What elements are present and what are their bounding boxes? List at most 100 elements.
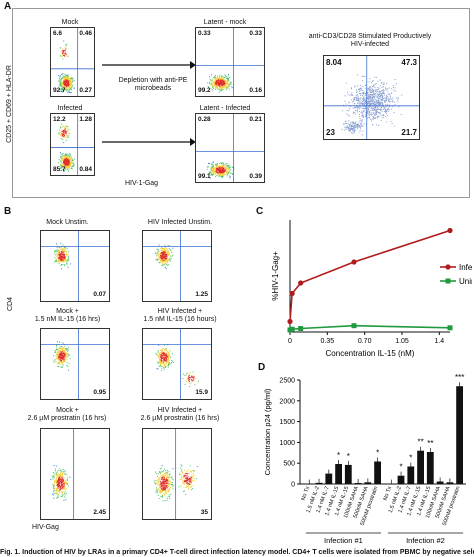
facs-event xyxy=(172,482,173,483)
facs-event xyxy=(384,102,386,103)
facs-event xyxy=(70,157,72,159)
facs-event xyxy=(161,257,163,259)
mock-label: Mock xyxy=(61,19,79,26)
facs-event xyxy=(360,97,362,99)
facs-event xyxy=(66,254,68,256)
facs-event xyxy=(62,481,64,483)
facs-event xyxy=(157,351,159,353)
facs-event xyxy=(63,483,65,485)
facs-event xyxy=(166,356,168,358)
facs-event xyxy=(165,363,167,365)
facs-event xyxy=(163,257,165,259)
facs-event xyxy=(374,87,376,89)
gated-percentage: 1.25 xyxy=(195,291,208,298)
facs-event xyxy=(62,157,64,159)
facs-event xyxy=(158,249,160,251)
facs-event xyxy=(66,80,68,82)
facs-event xyxy=(219,174,221,176)
facs-event xyxy=(189,472,191,474)
facs-event xyxy=(154,483,156,485)
facs-event xyxy=(63,356,65,358)
facs-event xyxy=(56,474,58,476)
facs-event xyxy=(64,350,66,352)
facs-event xyxy=(216,167,218,169)
facs-event xyxy=(57,475,59,477)
facs-event xyxy=(63,355,65,357)
facs-event xyxy=(375,117,377,118)
facs-event xyxy=(226,86,228,88)
facs-event xyxy=(386,109,388,111)
facs-event xyxy=(62,48,64,50)
facs-event xyxy=(219,172,221,174)
facs-event xyxy=(67,76,69,78)
facs-event xyxy=(164,359,166,361)
facs-event xyxy=(59,478,61,480)
facs-event xyxy=(56,260,57,262)
facs-event xyxy=(60,470,62,472)
facs-event xyxy=(158,480,160,481)
facs-event xyxy=(218,175,220,177)
facs-event xyxy=(381,82,383,84)
facs-event xyxy=(382,106,384,108)
facs-event xyxy=(62,485,64,487)
facs-event xyxy=(353,130,355,132)
facs-event xyxy=(220,89,221,91)
facs-event xyxy=(166,480,168,481)
facs-event xyxy=(53,474,55,476)
facs-event xyxy=(61,163,63,164)
facs-event xyxy=(217,81,219,83)
facs-event xyxy=(222,173,224,175)
facs-event xyxy=(378,116,380,118)
facs-event xyxy=(164,471,166,473)
facs-event xyxy=(61,491,63,493)
facs-event xyxy=(66,168,68,169)
facs-event xyxy=(355,98,357,100)
facs-event xyxy=(185,380,187,382)
facs-event xyxy=(219,82,221,84)
facs-event xyxy=(63,155,64,157)
facs-event xyxy=(60,488,62,490)
facs-event xyxy=(217,85,219,87)
facs-event xyxy=(364,93,366,95)
facs-event xyxy=(62,249,64,251)
facs-event xyxy=(359,103,361,105)
facs-event xyxy=(228,77,230,79)
facs-event xyxy=(161,260,163,262)
facs-event xyxy=(349,130,350,132)
facs-event xyxy=(59,341,61,343)
facs-event xyxy=(218,87,220,89)
facs-event xyxy=(167,366,169,368)
facs-event xyxy=(163,258,165,260)
facs-event xyxy=(157,494,159,496)
facs-event xyxy=(57,479,59,481)
facs-event xyxy=(377,116,378,117)
facs-event xyxy=(61,81,63,83)
facs-event xyxy=(228,171,230,173)
facs-event xyxy=(60,486,62,488)
facs-event xyxy=(57,494,59,496)
facs-event xyxy=(166,261,168,263)
facs-event xyxy=(172,488,174,490)
facs-event xyxy=(172,485,174,486)
facs-event xyxy=(364,116,366,118)
facs-event xyxy=(60,472,62,474)
facs-event xyxy=(216,80,218,81)
facs-event xyxy=(65,260,67,261)
facs-event xyxy=(361,103,363,104)
facs-event xyxy=(59,473,61,475)
facs-event xyxy=(67,254,69,256)
facs-event xyxy=(387,88,389,90)
facs-event xyxy=(57,485,59,487)
facs-event xyxy=(171,359,173,361)
facs-event xyxy=(185,477,187,479)
facs-event xyxy=(387,97,389,99)
facs-event xyxy=(64,87,65,89)
facs-event xyxy=(61,492,63,494)
facs-event xyxy=(216,164,218,166)
facs-event xyxy=(231,173,233,175)
facs-event xyxy=(60,481,62,483)
facs-event xyxy=(67,156,69,158)
c-point-uninfected xyxy=(447,325,453,331)
facs-event xyxy=(64,49,66,51)
facs-event xyxy=(57,496,59,498)
